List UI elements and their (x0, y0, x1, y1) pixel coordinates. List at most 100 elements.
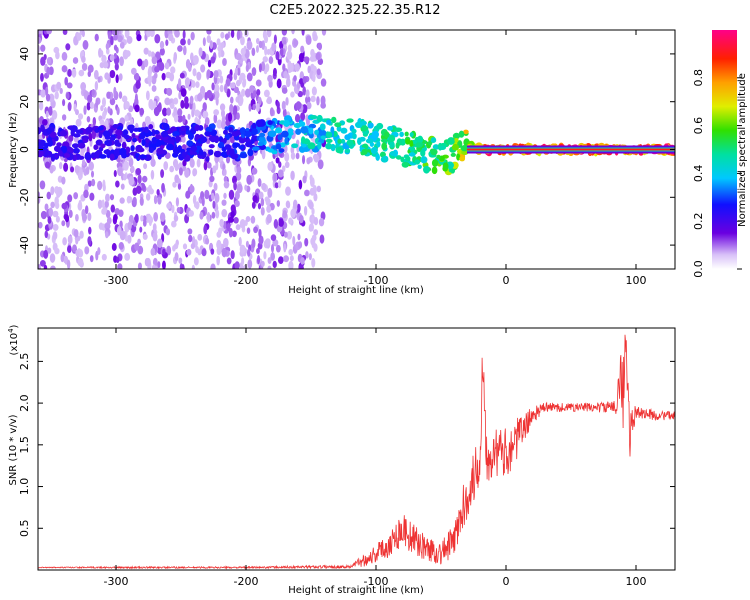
spectrogram-cell (54, 91, 59, 100)
spectrogram-cell (285, 186, 291, 196)
spectrogram-cell (173, 51, 178, 62)
spectrogram-cell (72, 57, 79, 64)
spectrogram-cell (78, 249, 84, 258)
spectrogram-cell (113, 44, 118, 51)
spectrogram-cell (102, 183, 106, 192)
spectrogram-cell (203, 161, 208, 171)
spectrogram-cell (255, 102, 260, 112)
spectrogram-cell (61, 65, 68, 73)
spectrogram-cell (213, 83, 220, 94)
spectrogram-cell (381, 142, 388, 151)
spectrogram-cell (148, 124, 154, 130)
spectrogram-cell (283, 119, 290, 127)
spectrogram-cell (202, 110, 209, 119)
spectrogram-cell (409, 132, 414, 138)
spectrogram-cell (61, 51, 68, 61)
spectrogram-cell (91, 178, 96, 187)
spectrogram-cell (113, 169, 117, 178)
spectrogram-cell (67, 147, 74, 153)
spectrogram-cell (53, 145, 62, 153)
spectrogram-cell (184, 168, 190, 178)
spectrogram-cell (192, 68, 197, 77)
spectrogram-cell (187, 228, 193, 235)
spectrogram-cell (181, 264, 185, 269)
spectrogram-cell (95, 100, 99, 108)
spectrogram-cell (300, 45, 305, 54)
spectrogram-cell (279, 47, 284, 57)
spectrogram-cell (235, 53, 242, 61)
spectrogram-cell (244, 88, 251, 98)
spectrogram-cell (49, 253, 56, 263)
spectrogram-cell (75, 213, 79, 222)
spectrogram-cell (118, 91, 123, 99)
spectrogram-cell (319, 234, 325, 244)
spectrogram-cell (180, 38, 186, 46)
spectrogram-cell (185, 190, 191, 199)
spectrogram-cell (281, 100, 286, 111)
spectrogram-cell (282, 63, 286, 72)
spectrogram-cell (129, 125, 134, 134)
y-tick-label: 1.5 (18, 436, 31, 454)
spectrogram-cell (288, 217, 293, 225)
spectrogram-cell (265, 238, 271, 246)
spectrogram-cell (346, 139, 354, 146)
spectrogram-cell (439, 145, 446, 150)
spectrogram-cell (119, 41, 125, 49)
spectrogram-cell (211, 82, 215, 91)
spectrogram-cell (240, 47, 246, 56)
spectrogram-cell (318, 217, 325, 227)
spectrogram-cell (141, 139, 146, 146)
spectrogram-cell (109, 54, 115, 62)
spectrogram-cell (273, 34, 277, 44)
spectrogram-cell (221, 199, 227, 206)
spectrogram-cell (128, 157, 134, 168)
x-tick-label: -100 (364, 274, 389, 287)
spectrogram-cell (97, 180, 103, 191)
spectrogram-cell (97, 247, 101, 256)
spectrogram-cell (71, 68, 77, 78)
spectrogram-cell (226, 88, 231, 98)
spectrogram-cell (244, 184, 248, 191)
spectrogram-cell (310, 48, 315, 58)
spectrogram-cell (77, 257, 84, 267)
spectrogram-cell (234, 67, 238, 77)
spectrogram-cell (55, 51, 60, 60)
spectrogram-cell (42, 119, 48, 126)
spectrogram-cell (48, 207, 54, 217)
spectrogram-cell (230, 30, 235, 39)
spectrogram-cell (295, 152, 300, 160)
spectrogram-cell (210, 56, 216, 64)
spectrogram-cell (180, 125, 187, 132)
snr-y-axis-label: SNR (10 * v/v) (8, 414, 19, 485)
spectrogram-cell (289, 255, 294, 262)
spectrogram-cell (122, 173, 127, 181)
spectrogram-cell (61, 176, 66, 185)
spectrogram-cell (317, 141, 322, 150)
spectrogram-cell (161, 72, 166, 81)
spectrogram-cell (317, 159, 324, 170)
spectrogram-cell (187, 132, 195, 141)
spectrogram-cell (452, 132, 461, 140)
spectrogram-cell (156, 189, 160, 196)
spectrogram-cell (158, 102, 162, 113)
spectrogram-cell (189, 95, 194, 105)
spectrogram-cell (235, 224, 241, 231)
spectrogram-cell (145, 193, 151, 201)
spectrogram-cell (162, 260, 166, 269)
spectrogram-cell (114, 139, 120, 147)
spectrogram-cell (46, 30, 52, 35)
spectrogram-cell (259, 132, 266, 138)
spectrogram-cell (206, 35, 211, 44)
spectrogram-cell (134, 242, 140, 251)
colorbar-tick-label: 0.8 (692, 69, 705, 87)
spectrogram-cell (260, 260, 265, 267)
spectrogram-cell (119, 197, 125, 204)
spectrogram-cell (290, 170, 295, 181)
spectrogram-cell (46, 57, 51, 65)
spectrogram-cell (247, 259, 253, 269)
spectrogram-cell (315, 52, 321, 61)
spectrogram-cell (360, 120, 367, 126)
spectrogram-cell (201, 196, 205, 207)
spectrogram-cell (121, 95, 128, 103)
spectrogram-cell (282, 108, 287, 118)
